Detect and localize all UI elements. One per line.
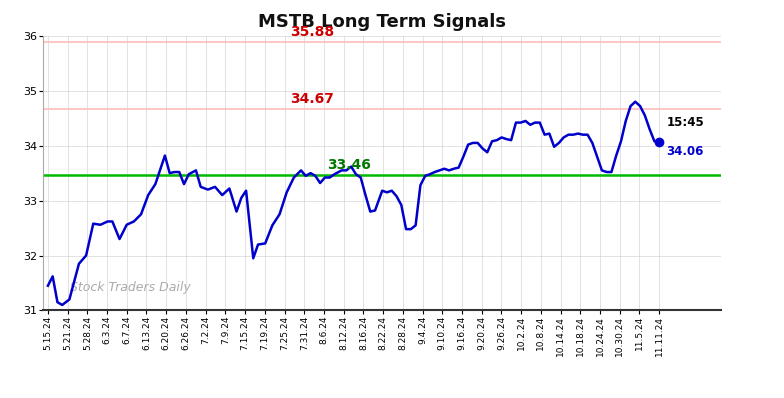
Text: 33.46: 33.46 bbox=[327, 158, 371, 172]
Text: 15:45: 15:45 bbox=[666, 116, 704, 129]
Text: 34.06: 34.06 bbox=[666, 145, 704, 158]
Text: Stock Traders Daily: Stock Traders Daily bbox=[71, 281, 191, 294]
Text: 34.67: 34.67 bbox=[290, 92, 334, 105]
Title: MSTB Long Term Signals: MSTB Long Term Signals bbox=[258, 14, 506, 31]
Text: 35.88: 35.88 bbox=[290, 25, 334, 39]
